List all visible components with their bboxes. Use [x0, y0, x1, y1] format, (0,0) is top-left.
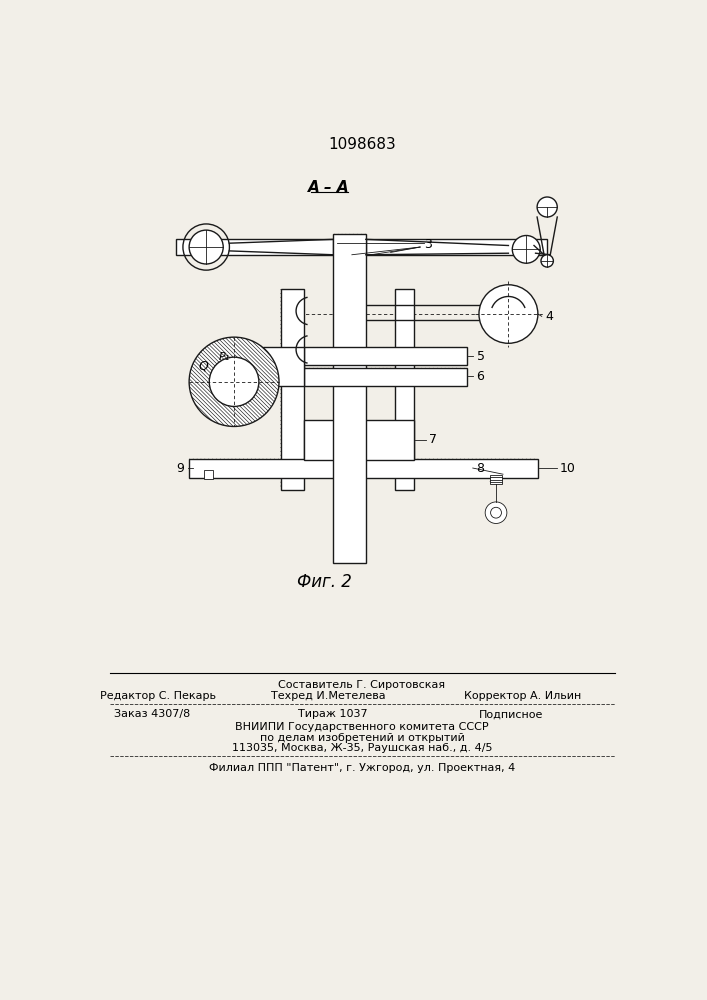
- Circle shape: [491, 507, 501, 518]
- Bar: [304, 420, 414, 460]
- Circle shape: [485, 502, 507, 523]
- Text: 4: 4: [546, 310, 554, 323]
- Bar: [189, 459, 538, 478]
- Text: Подписное: Подписное: [479, 709, 544, 719]
- Bar: [304, 368, 467, 386]
- Text: 1098683: 1098683: [328, 137, 396, 152]
- Text: Заказ 4307/8: Заказ 4307/8: [114, 709, 190, 719]
- Bar: [333, 234, 366, 563]
- Text: по делам изобретений и открытий: по делам изобретений и открытий: [259, 733, 464, 743]
- Bar: [304, 347, 467, 365]
- Bar: [281, 289, 304, 490]
- Text: Тираж 1037: Тираж 1037: [298, 709, 368, 719]
- Bar: [263, 347, 304, 386]
- Text: 10: 10: [559, 462, 575, 475]
- Text: A – A: A – A: [308, 180, 349, 195]
- Text: 8: 8: [477, 462, 484, 475]
- Text: P₁: P₁: [218, 352, 230, 362]
- Text: Q: Q: [198, 360, 208, 373]
- Text: Филиал ППП "Патент", г. Ужгород, ул. Проектная, 4: Филиал ППП "Патент", г. Ужгород, ул. Про…: [209, 763, 515, 773]
- Text: 9: 9: [176, 462, 184, 475]
- Bar: [395, 289, 414, 490]
- Text: 6: 6: [477, 370, 484, 383]
- Text: Фиг. 2: Фиг. 2: [298, 573, 352, 591]
- Circle shape: [479, 285, 538, 343]
- Text: Техред И.Метелева: Техред И.Метелева: [271, 691, 386, 701]
- Text: 5: 5: [477, 350, 484, 363]
- Text: 113035, Москва, Ж-35, Раушская наб., д. 4/5: 113035, Москва, Ж-35, Раушская наб., д. …: [232, 743, 492, 753]
- Text: Составитель Г. Сиротовская: Составитель Г. Сиротовская: [279, 680, 445, 690]
- Text: 3: 3: [424, 238, 432, 251]
- Bar: [490, 475, 502, 484]
- Text: Редактор С. Пекарь: Редактор С. Пекарь: [100, 691, 216, 701]
- Circle shape: [513, 235, 540, 263]
- Circle shape: [541, 255, 554, 267]
- Bar: [176, 239, 333, 255]
- Bar: [366, 239, 547, 255]
- Circle shape: [209, 357, 259, 406]
- Circle shape: [537, 197, 557, 217]
- Circle shape: [189, 337, 279, 426]
- Text: Корректор А. Ильин: Корректор А. Ильин: [464, 691, 581, 701]
- Circle shape: [189, 230, 223, 264]
- Text: ВНИИПИ Государственного комитета СССР: ВНИИПИ Государственного комитета СССР: [235, 722, 489, 732]
- Text: 7: 7: [429, 433, 437, 446]
- Bar: [204, 470, 213, 479]
